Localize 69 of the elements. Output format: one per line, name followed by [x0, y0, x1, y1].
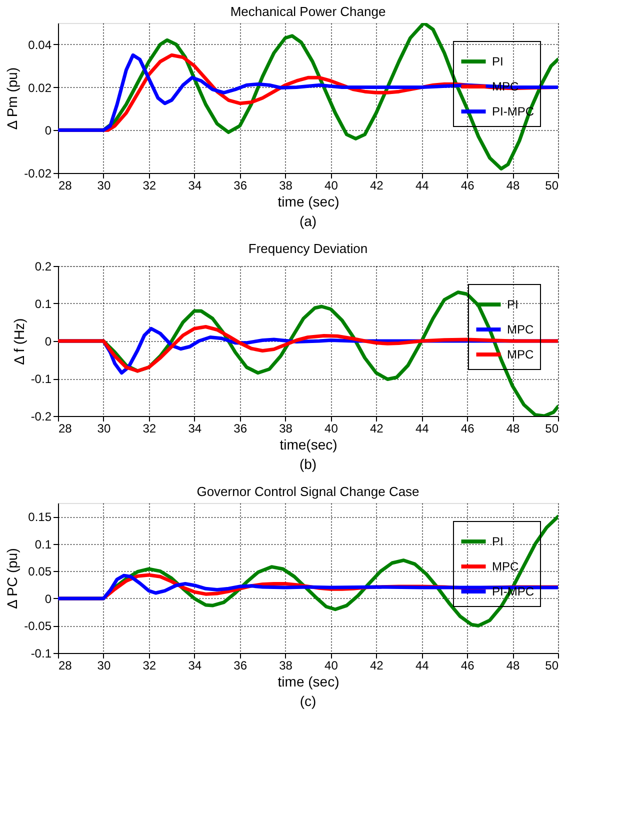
x-axis-title: time (sec)	[278, 194, 340, 210]
x-tick-label: 40	[324, 658, 338, 672]
x-tick-label: 32	[142, 658, 156, 672]
y-tick-label: 0	[44, 334, 52, 348]
x-tick-label: 48	[506, 178, 520, 192]
y-tick-label: -0.2	[30, 410, 52, 424]
y-tick-label: -0.05	[24, 619, 52, 634]
text: (b)	[299, 456, 317, 472]
x-tick-label: 48	[506, 422, 520, 436]
x-tick-label: 42	[370, 178, 384, 192]
x-tick-label: 28	[58, 658, 72, 672]
x-tick-label: 36	[234, 658, 248, 672]
x-axis-title: time(sec)	[280, 436, 338, 452]
y-tick-label: 0.1	[34, 297, 52, 311]
x-tick-label: 40	[324, 422, 338, 436]
x-tick-label: 30	[97, 178, 111, 192]
legend-label: MPC	[492, 560, 519, 574]
legend-label: PI	[507, 298, 518, 312]
x-tick-label: 40	[324, 178, 338, 192]
text: (a)	[299, 213, 317, 229]
x-tick-label: 48	[506, 658, 520, 672]
y-tick-label: -0.1	[30, 646, 52, 660]
x-tick-label: 36	[234, 178, 248, 192]
y-tick-label: 0.05	[28, 564, 52, 579]
y-tick-label: 0.04	[28, 38, 52, 52]
chart-title: Governor Control Signal Change Case	[196, 484, 420, 499]
y-axis-title: Δ f (Hz)	[10, 318, 27, 365]
y-tick-label: 0.02	[28, 80, 52, 95]
x-tick-label: 30	[97, 422, 111, 436]
x-tick-label: 50	[545, 658, 559, 672]
y-axis-title: Δ Pm (pu)	[4, 67, 20, 130]
x-tick-label: 34	[188, 422, 202, 436]
x-tick-label: 44	[415, 422, 430, 436]
x-tick-label: 46	[460, 178, 475, 192]
y-tick-label: 0.15	[28, 510, 52, 524]
x-tick-label: 28	[58, 422, 72, 436]
x-tick-label: 38	[279, 422, 293, 436]
y-tick-label: -0.02	[24, 166, 52, 180]
legend-label: MPC	[507, 322, 534, 336]
x-tick-label: 44	[415, 658, 430, 672]
x-tick-label: 32	[142, 422, 156, 436]
x-tick-label: 50	[545, 178, 559, 192]
y-axis-title: Δ PC (pu)	[4, 548, 20, 609]
x-axis-title: time (sec)	[278, 674, 340, 690]
x-tick-label: 42	[370, 658, 384, 672]
x-tick-label: 46	[460, 422, 475, 436]
legend-label: PI	[492, 534, 504, 548]
text: (c)	[300, 693, 316, 709]
x-tick-label: 50	[545, 422, 559, 436]
x-tick-label: 32	[142, 178, 156, 192]
legend-label: MPC	[507, 348, 534, 362]
x-tick-label: 38	[279, 178, 293, 192]
x-tick-label: 38	[279, 658, 293, 672]
y-tick-label: 0.1	[34, 537, 52, 552]
x-tick-label: 34	[188, 658, 202, 672]
chart-title: Frequency Deviation	[248, 241, 368, 256]
y-tick-label: 0.2	[34, 260, 52, 274]
x-tick-label: 36	[234, 422, 248, 436]
x-tick-label: 44	[415, 178, 430, 192]
legend-label: PI	[492, 54, 504, 68]
x-tick-label: 42	[370, 422, 384, 436]
x-tick-label: 30	[97, 658, 111, 672]
chart-title: Mechanical Power Change	[230, 4, 386, 19]
y-tick-label: -0.1	[30, 372, 52, 386]
x-tick-label: 28	[58, 178, 72, 192]
x-tick-label: 34	[188, 178, 202, 192]
y-tick-label: 0	[44, 124, 52, 138]
x-tick-label: 46	[460, 658, 475, 672]
y-tick-label: 0	[44, 592, 52, 606]
